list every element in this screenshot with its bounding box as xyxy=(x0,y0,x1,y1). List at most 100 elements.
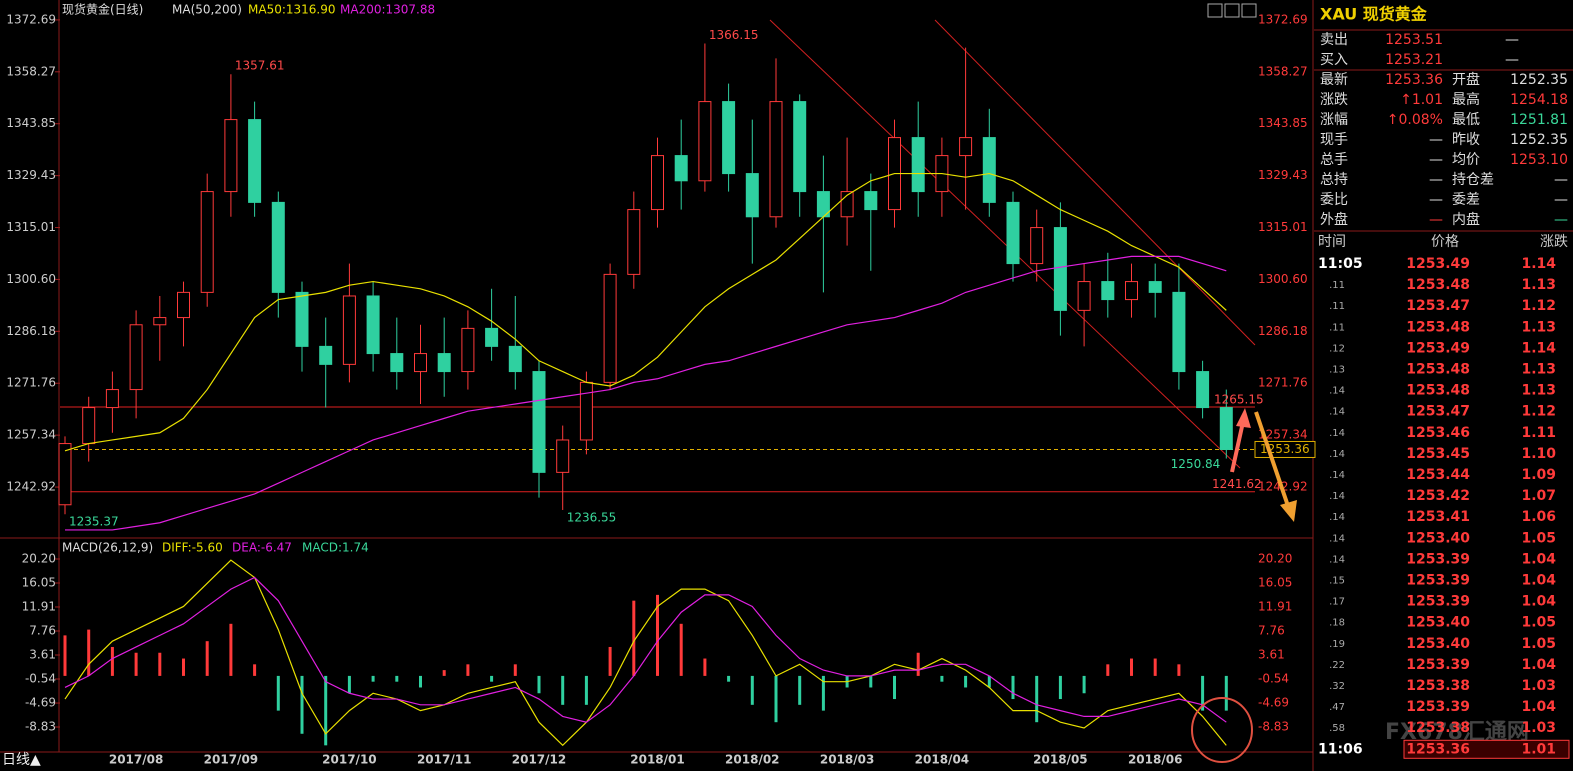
macd-bar xyxy=(324,675,328,746)
y-tick-label: 1271.76 xyxy=(1258,376,1308,390)
level-label: 1265.15 xyxy=(1214,393,1264,407)
y-tick-label: -8.83 xyxy=(25,719,56,733)
tick-change: 1.06 xyxy=(1521,509,1556,525)
arrow-down xyxy=(1254,411,1290,507)
tick-time: .58 xyxy=(1329,723,1345,734)
level-label: 1241.62 xyxy=(1212,477,1262,491)
tick-time: .18 xyxy=(1329,618,1345,629)
macd-bar xyxy=(347,675,351,694)
macd-bar xyxy=(253,664,257,676)
quote-cell: 开盘 xyxy=(1452,71,1480,88)
last-price-label: 1253.36 xyxy=(1260,442,1310,456)
window-button[interactable] xyxy=(1224,3,1240,18)
y-tick-label: 11.91 xyxy=(22,599,56,613)
legend-entry: MA50:1316.90 xyxy=(248,3,336,17)
candle-body xyxy=(366,295,380,355)
y-tick-label: 20.20 xyxy=(1258,551,1292,565)
tick-time: .14 xyxy=(1329,491,1345,502)
quote-cell: 1252.35 xyxy=(1510,132,1568,148)
candle-body xyxy=(651,155,664,211)
tick-price: 1253.49 xyxy=(1406,256,1470,272)
y-tick-label: 1343.85 xyxy=(1258,116,1308,130)
x-tick-label: 2018/01 xyxy=(630,753,684,767)
legend-entry: DEA:-6.47 xyxy=(232,541,292,555)
quote-cell: ↑0.08% xyxy=(1387,112,1443,128)
macd-bar xyxy=(300,675,304,734)
tick-change: 1.13 xyxy=(1521,277,1556,293)
chart-title: 现货黄金(日线) xyxy=(62,2,143,17)
tick-change: 1.03 xyxy=(1521,678,1556,694)
y-tick-label: 20.20 xyxy=(22,551,56,565)
tick-change: 1.04 xyxy=(1521,594,1556,610)
candle-body xyxy=(769,101,783,218)
plot: 1372.69 1372.69 1358.27 1358.27 1343.85 1343.… xyxy=(6,2,1316,767)
macd-bar xyxy=(1153,658,1157,676)
macd-bar xyxy=(703,658,707,676)
y-tick-label: -4.69 xyxy=(1258,696,1289,710)
macd-bar xyxy=(1106,664,1110,676)
quote-cell: 委比 xyxy=(1320,192,1348,208)
tick-price: 1253.38 xyxy=(1406,678,1470,694)
quote-cell: 1253.10 xyxy=(1510,152,1568,168)
macd-bar xyxy=(513,664,517,676)
macd-bar xyxy=(276,675,280,711)
y-tick-label: 1329.43 xyxy=(1258,168,1308,182)
tick-price: 1253.40 xyxy=(1406,530,1470,546)
tick-price: 1253.47 xyxy=(1406,298,1470,314)
macd-bar xyxy=(1130,658,1133,676)
macd-bar xyxy=(608,646,612,676)
macd-bar xyxy=(1082,675,1086,694)
macd-bar xyxy=(419,675,422,688)
macd-bar xyxy=(466,664,470,676)
quote-cell: — xyxy=(1429,192,1443,208)
x-tick-label: 2018/03 xyxy=(820,753,874,767)
macd-bar xyxy=(371,675,375,682)
window-button[interactable] xyxy=(1207,3,1223,18)
tick-time: .47 xyxy=(1329,702,1345,713)
quote-cell: 1253.51 xyxy=(1385,32,1443,48)
tick-price: 1253.36 xyxy=(1406,741,1470,757)
y-tick-label: 3.61 xyxy=(29,648,56,662)
arrow-head xyxy=(1280,500,1297,522)
candle-body xyxy=(177,291,190,319)
tick-time: 11:05 xyxy=(1318,256,1363,272)
window-button[interactable] xyxy=(1241,3,1257,18)
quote-cell: 涨幅 xyxy=(1320,112,1348,128)
quote-cell: 1253.36 xyxy=(1385,72,1443,88)
tick-time: .14 xyxy=(1329,470,1345,481)
candle-body xyxy=(129,324,143,391)
quote-cell: 持仓差 xyxy=(1452,172,1494,188)
quote-cell: 委差 xyxy=(1452,192,1480,208)
x-tick-label: 2017/08 xyxy=(109,753,163,767)
y-tick-label: 1286.18 xyxy=(1258,324,1308,338)
macd-bar xyxy=(182,658,185,676)
quote-cell: — xyxy=(1429,212,1443,228)
tick-time: .14 xyxy=(1329,533,1345,544)
quote-cell: 现手 xyxy=(1320,132,1348,148)
row-highlight xyxy=(1403,739,1570,759)
quote-cell: 均价 xyxy=(1452,152,1480,168)
tick-change: 1.09 xyxy=(1521,467,1556,483)
tick-time: .32 xyxy=(1329,681,1345,692)
y-tick-label: 7.76 xyxy=(29,623,56,637)
tick-change: 1.13 xyxy=(1521,383,1556,399)
y-tick-label: 1300.60 xyxy=(1258,272,1308,286)
candle-body xyxy=(342,295,356,365)
y-tick-label: -8.83 xyxy=(1258,719,1289,733)
tick-change: 1.04 xyxy=(1521,573,1556,589)
x-tick-label: 2017/12 xyxy=(512,753,566,767)
candle-body xyxy=(911,137,925,193)
y-tick-label: 1315.01 xyxy=(6,220,56,234)
price-annotation: 1250.84 xyxy=(1171,457,1221,471)
candle-body xyxy=(1006,201,1020,265)
price-annotation: 1235.37 xyxy=(69,515,119,529)
y-tick-label: 1257.34 xyxy=(6,428,56,442)
quote-cell: 1254.18 xyxy=(1510,92,1568,108)
period-tab[interactable]: 日线▲ xyxy=(2,752,41,768)
trend-channel xyxy=(769,19,1241,469)
quote-cell: 总持 xyxy=(1320,172,1348,188)
tick-time: 11:06 xyxy=(1318,741,1363,757)
trend-channel xyxy=(934,19,1256,346)
